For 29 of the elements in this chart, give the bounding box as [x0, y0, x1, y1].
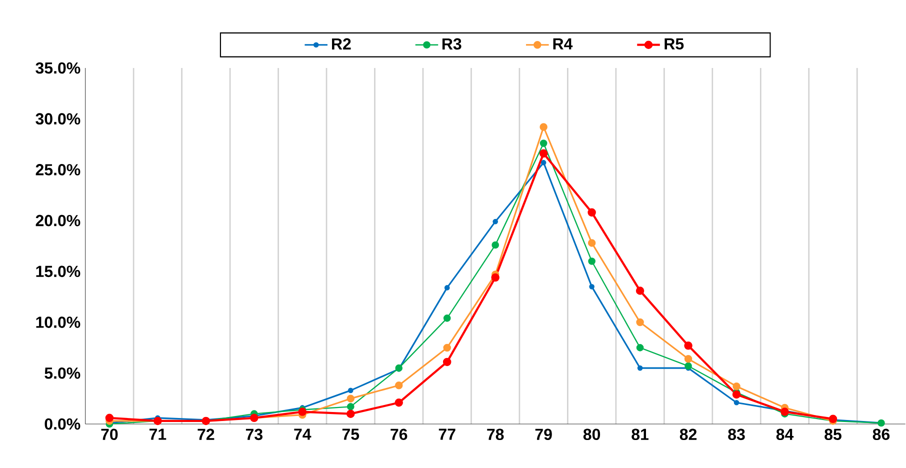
x-tick-label: 71 [149, 428, 166, 440]
x-tick-label: 73 [246, 428, 262, 440]
x-tick-label: 85 [824, 428, 842, 440]
x-tick-label: 76 [390, 428, 408, 440]
y-tick-label: 5.0% [44, 367, 80, 379]
x-tick-label: 84 [776, 428, 794, 440]
x-tick-label: 80 [583, 428, 600, 440]
y-tick-label: 0.0% [44, 418, 80, 430]
x-tick-label: 78 [487, 428, 504, 440]
x-tick-label: 86 [872, 428, 890, 440]
x-tick-label: 74 [294, 428, 312, 440]
legend-label: R5 [664, 38, 684, 50]
y-tick-label: 30.0% [36, 113, 80, 125]
y-tick-label: 15.0% [36, 266, 80, 278]
x-tick-label: 79 [535, 428, 552, 440]
legend-label: R3 [442, 38, 462, 50]
x-tick-label: 70 [101, 428, 118, 440]
x-tick-label: 72 [198, 428, 214, 440]
y-tick-label: 25.0% [36, 164, 80, 176]
y-tick-label: 20.0% [36, 214, 80, 226]
y-tick-label: 10.0% [36, 316, 80, 328]
x-tick-label: 81 [632, 428, 648, 440]
x-tick-label: 82 [680, 428, 697, 440]
x-tick-label: 75 [342, 428, 360, 440]
y-tick-label: 35.0% [36, 62, 80, 74]
legend-label: R4 [553, 38, 573, 50]
x-tick-label: 83 [728, 428, 745, 440]
x-tick-label: 77 [438, 428, 456, 440]
legend-label: R2 [332, 38, 351, 50]
